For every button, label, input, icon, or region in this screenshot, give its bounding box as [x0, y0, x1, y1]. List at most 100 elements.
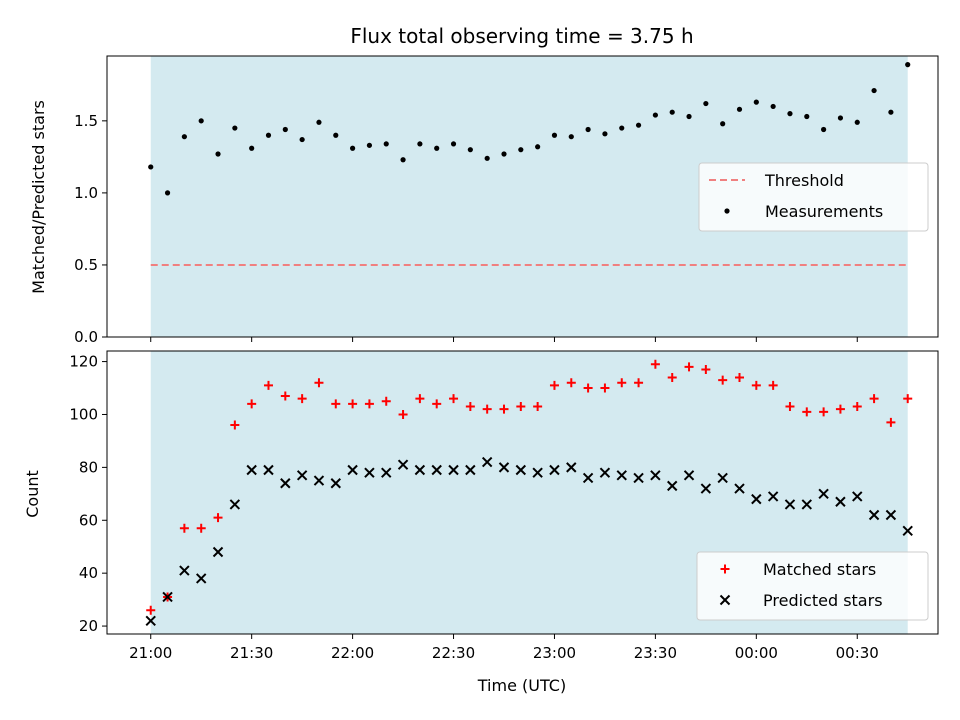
measurement-point [585, 126, 591, 133]
matched-star-point [735, 372, 745, 382]
measurement-point [484, 155, 490, 161]
measurement-point [164, 190, 171, 196]
matched-star-point [718, 375, 728, 385]
measurement-point [905, 62, 911, 68]
predicted-star-point [650, 470, 661, 481]
predicted-star-point [481, 456, 493, 468]
matched-star-point [869, 394, 879, 404]
predicted-star-point [582, 472, 594, 484]
matched-star-point [415, 394, 425, 404]
legend-swatch [719, 594, 731, 606]
matched-star-point [482, 404, 492, 414]
predicted-star-point [902, 525, 913, 537]
predicted-star-point [616, 470, 627, 481]
predicted-star-point [465, 464, 476, 476]
matched-star-point [549, 380, 559, 390]
predicted-star-point [532, 467, 543, 478]
matched-star-point [331, 399, 341, 409]
matched-star-point [617, 378, 627, 388]
measurement-point [770, 103, 776, 110]
predicted-star-point [498, 462, 510, 473]
matched-star-point [499, 404, 509, 414]
measurement-point [333, 132, 339, 138]
matched-star-point [381, 396, 391, 406]
matched-star-point [650, 359, 660, 369]
matched-star-point [566, 378, 576, 388]
matched-star-point [516, 402, 526, 412]
predicted-star-point [347, 464, 358, 476]
measurement-point [450, 141, 457, 147]
y-tick-label: 0.0 [74, 328, 98, 346]
x-tick-label: 00:00 [735, 644, 778, 662]
count-panel: 20 40 60 80 100 120 21:00 21:30 22:00 22:30 23:00 2… [69, 350, 939, 662]
measurement-point [669, 109, 675, 115]
plot-frame [106, 350, 939, 635]
measurement-point [535, 144, 541, 150]
measurement-point [232, 125, 238, 131]
predicted-star-point [633, 472, 644, 484]
matched-star-point [230, 420, 240, 430]
plot-frame [106, 55, 939, 338]
y-tick-label: 20 [79, 617, 98, 635]
predicted-star-point [414, 464, 426, 476]
legend-label: Measurements [765, 202, 883, 221]
y-tick-label: 1.5 [74, 112, 98, 130]
predicted-star-point [280, 478, 291, 489]
measurement-point [871, 87, 877, 94]
y-tick-label: 40 [79, 564, 98, 582]
x-tick-label: 21:30 [230, 644, 273, 662]
predicted-star-point [397, 459, 409, 470]
ratio-panel: 0.0 0.5 1.0 1.5 Threshold Measurements [74, 55, 939, 346]
measurement-point [383, 141, 389, 147]
predicted-star-point [330, 478, 341, 489]
measurement-point [720, 121, 726, 127]
measurement-point [888, 109, 894, 115]
matched-star-point [297, 394, 307, 404]
predicted-star-point [263, 464, 274, 476]
x-tick-label: 21:00 [129, 644, 172, 662]
predicted-star-point [852, 491, 863, 502]
predicted-star-point [145, 615, 156, 626]
predicted-star-point [767, 491, 779, 502]
y-tick-label: 100 [69, 405, 98, 423]
measurement-point [181, 134, 187, 140]
matched-star-point [886, 417, 896, 427]
matched-star-point [768, 380, 778, 390]
matched-star-point [533, 402, 543, 412]
legend-label: Matched stars [763, 560, 876, 579]
measurement-point [686, 113, 692, 120]
predicted-star-point [801, 499, 812, 510]
top-y-axis-label: Matched/Predicted stars [29, 100, 48, 294]
measurement-point [804, 113, 810, 120]
legend: Matched stars Predicted stars [696, 551, 929, 621]
x-tick-label: 23:30 [634, 644, 677, 662]
x-tick-label: 22:30 [432, 644, 475, 662]
matched-star-point [634, 378, 644, 388]
legend-swatch [724, 208, 730, 214]
predicted-star-point [381, 467, 392, 478]
matched-star-point [449, 394, 459, 404]
predicted-star-point [868, 509, 880, 521]
matched-star-point [213, 513, 223, 523]
matched-star-point [280, 391, 290, 401]
matched-star-point [465, 402, 475, 412]
measurement-point [635, 122, 642, 128]
measurement-point [551, 132, 558, 138]
matched-star-point [802, 407, 812, 417]
predicted-star-point [364, 467, 375, 478]
predicted-star-point [313, 475, 325, 486]
measurement-point [854, 119, 860, 125]
measurement-point [821, 126, 827, 133]
measurement-point [198, 118, 204, 124]
predicted-star-point [751, 493, 762, 505]
matched-star-point [348, 399, 358, 409]
predicted-star-point [549, 464, 560, 476]
matched-star-point [398, 409, 408, 419]
legend: Threshold Measurements [698, 162, 929, 232]
matched-star-point [364, 399, 374, 409]
legend-label: Predicted stars [763, 591, 883, 610]
measurement-point [265, 132, 272, 138]
measurement-point [417, 141, 423, 147]
matched-star-point [751, 380, 761, 390]
measurement-point [837, 115, 844, 121]
